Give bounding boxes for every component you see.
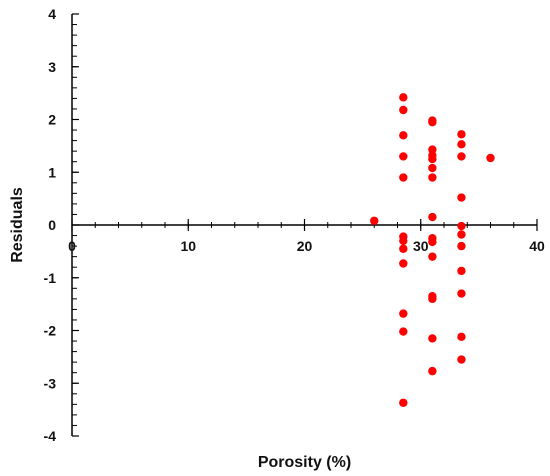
data-point (399, 152, 408, 161)
y-tick-label: 0 (48, 217, 56, 233)
data-point (457, 221, 466, 231)
data-point (428, 366, 437, 376)
x-tick-label: 10 (180, 238, 196, 254)
x-axis-title: Porosity (%) (258, 454, 351, 471)
y-tick-labels: -4 -3 -2 -1 0 1 2 3 4 (44, 6, 57, 444)
y-axis-title: Residuals (9, 187, 26, 263)
y-tick-label: 4 (48, 6, 56, 22)
data-point (370, 216, 379, 225)
y-tick-label: -2 (44, 323, 57, 339)
data-point (457, 266, 466, 276)
data-point (457, 289, 466, 298)
data-point (399, 327, 408, 336)
y-tick-label: 1 (48, 164, 56, 180)
data-point (428, 212, 437, 222)
x-tick-label: 0 (68, 238, 76, 254)
data-point (428, 334, 437, 343)
y-tick-label: 3 (48, 59, 56, 75)
data-point (457, 152, 466, 161)
data-point (399, 309, 408, 318)
data-point (486, 153, 495, 163)
x-tick-label: 30 (413, 238, 429, 254)
data-point (428, 145, 437, 154)
data-point (457, 355, 466, 364)
data-point (428, 154, 437, 164)
data-point (399, 244, 408, 253)
data-point (428, 237, 437, 247)
x-tick-label: 40 (529, 238, 545, 254)
data-point (428, 173, 437, 182)
data-point (399, 173, 408, 182)
data-point (399, 398, 408, 407)
y-tick-label: 2 (48, 112, 56, 128)
data-point (457, 140, 466, 149)
data-point (399, 93, 408, 102)
data-point (457, 230, 466, 239)
data-points (370, 93, 495, 407)
data-point (399, 259, 408, 268)
y-tick-label: -3 (44, 375, 57, 391)
data-point (428, 117, 437, 127)
data-point (428, 163, 437, 173)
data-point (457, 332, 466, 342)
y-tick-label: -1 (44, 270, 57, 286)
data-point (428, 252, 437, 261)
data-point (457, 241, 466, 251)
data-point (399, 131, 408, 140)
data-point (399, 105, 408, 115)
y-tick-label: -4 (44, 428, 57, 444)
data-point (457, 130, 466, 139)
data-point (428, 294, 437, 304)
data-point (399, 236, 408, 246)
x-tick-label: 20 (297, 238, 313, 254)
x-tick-labels: 0 10 20 30 40 (68, 238, 545, 254)
data-point (457, 193, 466, 202)
